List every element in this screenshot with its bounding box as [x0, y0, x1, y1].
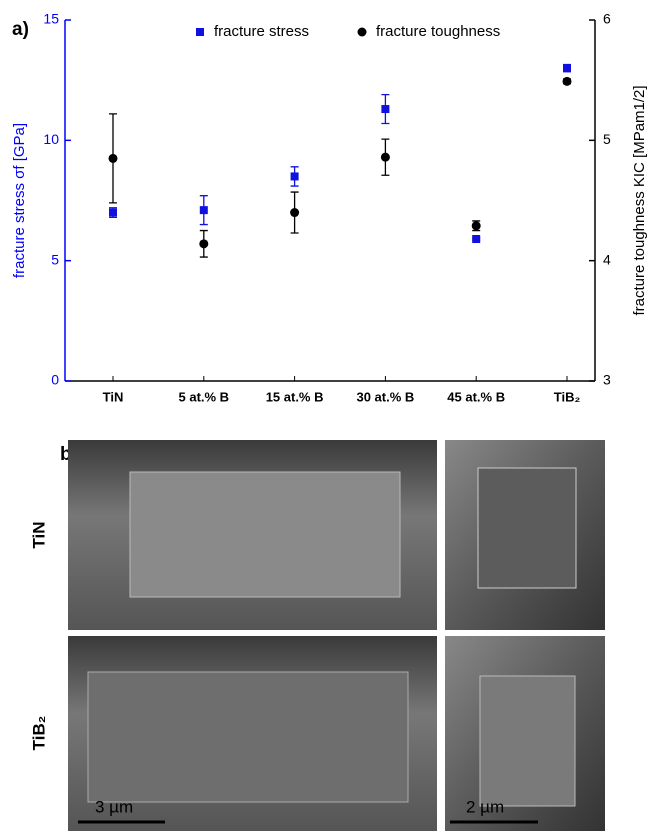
y-tick-label: 0 [51, 372, 59, 388]
marker [563, 64, 571, 73]
y-tick-label: 5 [51, 251, 59, 267]
panel-label: a) [12, 19, 29, 40]
marker [109, 208, 117, 217]
sem-image [477, 467, 577, 589]
x-tick-label: 5 at.% B [179, 389, 230, 404]
marker [471, 221, 481, 231]
scale-bar-label: 3 µm [95, 797, 133, 816]
marker [290, 172, 299, 181]
legend-label: fracture toughness [376, 23, 500, 40]
y-tick-label: 15 [43, 11, 59, 27]
x-tick-label: 30 at.% B [356, 389, 414, 404]
y2-tick-label: 4 [603, 251, 611, 267]
row-label: TiN [29, 521, 48, 548]
marker [290, 208, 300, 218]
y-tick-label: 10 [43, 131, 59, 147]
row-label: TiB₂ [29, 716, 48, 751]
x-tick-label: 15 at.% B [266, 389, 324, 404]
marker [562, 76, 572, 86]
y2-tick-label: 5 [603, 131, 611, 147]
sem-image [87, 671, 409, 803]
x-tick-label: 45 at.% B [447, 389, 505, 404]
legend-label: fracture stress [214, 23, 309, 40]
marker [199, 206, 208, 215]
legend-marker [196, 28, 204, 36]
x-tick-label: TiB₂ [554, 389, 581, 404]
scale-bar-label: 2 µm [466, 797, 504, 816]
y2-tick-label: 3 [603, 372, 611, 388]
sem-image [129, 471, 401, 598]
marker [472, 235, 481, 244]
y2-tick-label: 6 [603, 11, 611, 27]
sem-images [68, 440, 605, 831]
y-axis-label: fracture stress σf [GPa] [11, 123, 28, 278]
marker [380, 152, 390, 162]
legend-marker [357, 27, 367, 37]
sem-image [479, 675, 576, 807]
marker [199, 239, 209, 249]
x-tick-label: TiN [103, 389, 124, 404]
marker [381, 105, 390, 114]
marker [108, 153, 118, 163]
y2-axis-label: fracture toughness KIC [MPam1/2] [631, 85, 648, 315]
